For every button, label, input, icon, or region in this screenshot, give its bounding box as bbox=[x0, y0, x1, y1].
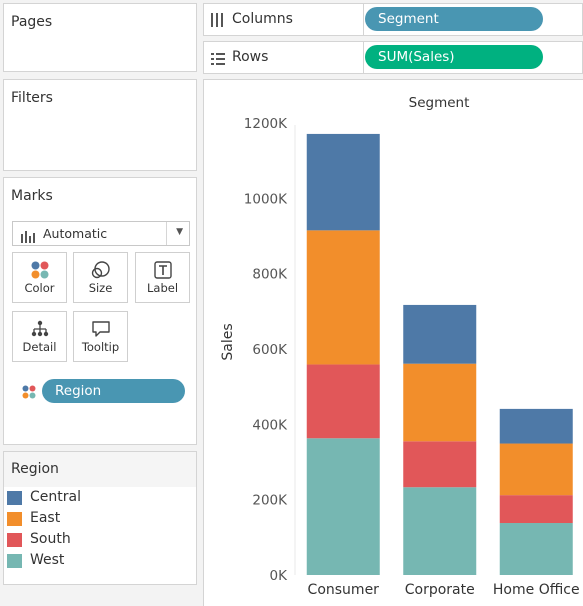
y-tick-label: 0K bbox=[270, 568, 289, 584]
rows-icon bbox=[211, 50, 225, 69]
legend-item[interactable]: West bbox=[7, 551, 195, 572]
dropdown-divider bbox=[166, 222, 167, 245]
x-axis-categories: Consumer Corporate Home Office bbox=[308, 582, 580, 598]
legend-label: Central bbox=[30, 489, 81, 505]
bar-segment[interactable] bbox=[499, 523, 573, 575]
bar-segment[interactable] bbox=[499, 408, 573, 444]
legend-label: East bbox=[30, 510, 61, 526]
marks-title: Marks bbox=[11, 188, 53, 204]
legend-swatch bbox=[7, 533, 22, 547]
bar-marks[interactable] bbox=[306, 133, 573, 575]
text-label-icon bbox=[136, 260, 189, 280]
y-tick-label: 1200K bbox=[244, 116, 288, 132]
region-legend: Region Central East South West bbox=[3, 451, 197, 585]
color-button[interactable]: Color bbox=[12, 252, 67, 303]
legend-label: West bbox=[30, 552, 65, 568]
legend-item[interactable]: Central bbox=[7, 488, 195, 509]
color-dots-icon bbox=[13, 260, 66, 280]
sum-sales-pill[interactable]: SUM(Sales) bbox=[365, 45, 543, 69]
bar-segment[interactable] bbox=[306, 133, 380, 231]
mark-type-value: Automatic bbox=[43, 226, 108, 241]
x-category-label[interactable]: Corporate bbox=[405, 582, 475, 598]
label-button-label: Label bbox=[146, 281, 179, 295]
filters-card[interactable]: Filters bbox=[3, 79, 197, 171]
rows-shelf[interactable]: Rows SUM(Sales) bbox=[203, 41, 583, 74]
bar-segment[interactable] bbox=[499, 443, 573, 496]
y-tick-label: 200K bbox=[252, 493, 288, 509]
pages-title: Pages bbox=[11, 14, 53, 30]
region-color-pill[interactable]: Region bbox=[42, 379, 185, 403]
legend-title: Region bbox=[11, 461, 59, 477]
rows-label: Rows bbox=[232, 49, 269, 65]
label-button[interactable]: Label bbox=[135, 252, 190, 303]
columns-icon bbox=[211, 12, 223, 31]
y-axis-title: Sales bbox=[220, 323, 236, 360]
bar-segment[interactable] bbox=[403, 487, 477, 575]
size-circles-icon bbox=[74, 260, 127, 280]
legend-swatch bbox=[7, 554, 22, 568]
detail-button[interactable]: Detail bbox=[12, 311, 67, 362]
x-category-label[interactable]: Home Office bbox=[493, 582, 580, 598]
color-button-label: Color bbox=[24, 281, 55, 295]
y-axis-ticks: 0K 200K 400K 600K 800K 1000K 1200K bbox=[244, 116, 288, 584]
legend-item[interactable]: East bbox=[7, 509, 195, 530]
x-category-label[interactable]: Consumer bbox=[308, 582, 380, 598]
legend-label: South bbox=[30, 531, 71, 547]
marks-card: Marks Automatic ▼ Color bbox=[3, 177, 197, 445]
bar-segment[interactable] bbox=[403, 363, 477, 442]
bar-chart-icon bbox=[21, 228, 35, 247]
bar-segment[interactable] bbox=[403, 304, 477, 364]
size-button[interactable]: Size bbox=[73, 252, 128, 303]
column-header: Segment bbox=[409, 95, 470, 111]
legend-swatch bbox=[7, 491, 22, 505]
bar-segment[interactable] bbox=[306, 364, 380, 439]
bar-segment[interactable] bbox=[306, 230, 380, 365]
y-tick-label: 600K bbox=[252, 342, 288, 358]
columns-label: Columns bbox=[232, 11, 293, 27]
speech-bubble-icon bbox=[74, 319, 127, 339]
columns-shelf-header: Columns bbox=[204, 4, 364, 35]
y-tick-label: 800K bbox=[252, 267, 288, 283]
tooltip-button-label: Tooltip bbox=[81, 340, 120, 354]
chart-view[interactable]: Segment Sales 0K 200K 400K 600K 800K 1000K 120… bbox=[203, 79, 583, 606]
tooltip-button[interactable]: Tooltip bbox=[73, 311, 128, 362]
stacked-bar-chart[interactable]: Segment Sales 0K 200K 400K 600K 800K 1000K 120… bbox=[204, 80, 583, 606]
y-tick-label: 400K bbox=[252, 417, 288, 433]
size-button-label: Size bbox=[88, 281, 113, 295]
mark-type-dropdown[interactable]: Automatic ▼ bbox=[12, 221, 190, 246]
filters-title: Filters bbox=[11, 90, 53, 106]
segment-pill[interactable]: Segment bbox=[365, 7, 543, 31]
bar-segment[interactable] bbox=[499, 495, 573, 524]
detail-button-label: Detail bbox=[22, 340, 57, 354]
legend-swatch bbox=[7, 512, 22, 526]
rows-shelf-header: Rows bbox=[204, 42, 364, 73]
color-encoding-icon bbox=[22, 384, 36, 399]
bar-segment[interactable] bbox=[306, 438, 380, 575]
hierarchy-icon bbox=[13, 319, 66, 339]
bar-segment[interactable] bbox=[403, 441, 477, 488]
pages-card: Pages bbox=[3, 3, 197, 72]
y-tick-label: 1000K bbox=[244, 191, 288, 207]
caret-down-icon: ▼ bbox=[176, 227, 183, 237]
columns-shelf[interactable]: Columns Segment bbox=[203, 3, 583, 36]
legend-header[interactable]: Region bbox=[4, 452, 196, 487]
legend-item[interactable]: South bbox=[7, 530, 195, 551]
